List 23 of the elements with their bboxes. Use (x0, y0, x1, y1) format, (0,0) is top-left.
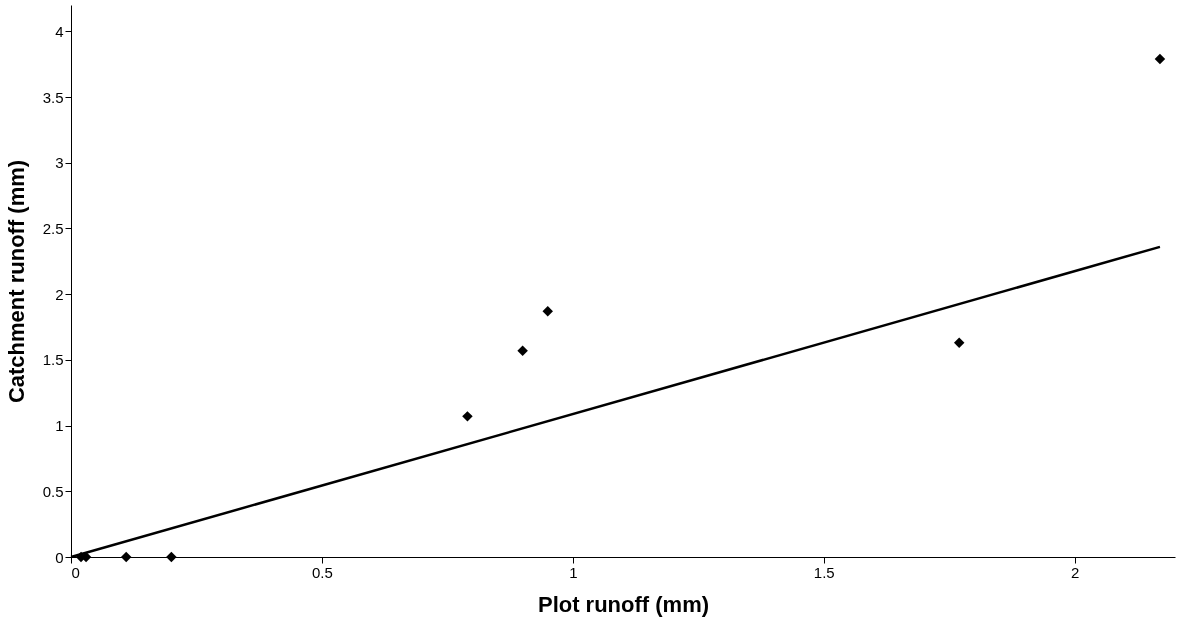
point (462, 411, 473, 422)
x-tick-label: 1 (569, 563, 578, 581)
y-tick-label: 0.5 (42, 482, 64, 500)
y-tick-label: 2.5 (42, 219, 64, 237)
y-tick-label: 1 (55, 417, 64, 435)
point (120, 551, 132, 563)
x-axis-title: Plot runoff (mm) (537, 591, 710, 617)
y-tick-label: 0 (55, 548, 64, 566)
x-tick-label: 1.5 (813, 563, 835, 581)
point (1154, 53, 1166, 65)
y-axis-title: Catchment runoff (mm) (3, 159, 29, 404)
y-tick-label: 1.5 (42, 351, 64, 369)
x-tick-label: 2 (1070, 563, 1080, 581)
x-tick-label: 0.5 (311, 563, 333, 581)
y-tick-label: 4 (55, 22, 64, 40)
point (953, 337, 965, 349)
y-tick-label: 3 (55, 154, 64, 172)
point (517, 345, 528, 356)
y-tick-label: 2 (55, 285, 64, 303)
point (542, 305, 553, 317)
x-tick-label: 0 (71, 563, 80, 581)
y-tick-label: 3.5 (42, 88, 64, 106)
point (166, 551, 177, 563)
